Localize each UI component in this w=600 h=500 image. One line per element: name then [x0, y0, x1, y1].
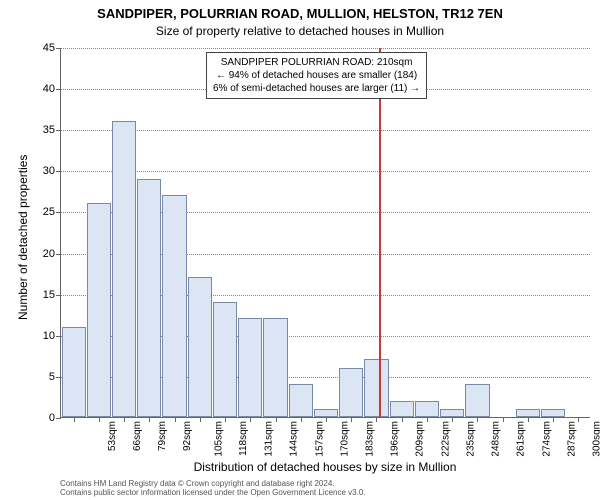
xtick-label: 170sqm [339, 421, 350, 457]
xtick-mark [74, 417, 75, 422]
histogram-bar [339, 368, 363, 417]
xtick-label: 248sqm [491, 421, 502, 457]
ytick-label: 25 [43, 206, 55, 218]
xtick-mark [402, 417, 403, 422]
xtick-mark [225, 417, 226, 422]
x-axis-label: Distribution of detached houses by size … [60, 460, 590, 474]
xtick-mark [553, 417, 554, 422]
xtick-mark [477, 417, 478, 422]
xtick-mark [200, 417, 201, 422]
ytick-mark [56, 48, 61, 49]
histogram-bar [390, 401, 414, 417]
xtick-mark [250, 417, 251, 422]
xtick-mark [351, 417, 352, 422]
ytick-label: 5 [49, 371, 55, 383]
ytick-label: 20 [43, 248, 55, 260]
histogram-bar [541, 409, 565, 417]
chart-title: SANDPIPER, POLURRIAN ROAD, MULLION, HELS… [0, 6, 600, 21]
xtick-label: 144sqm [289, 421, 300, 457]
footer-line2: Contains public sector information licen… [60, 488, 366, 498]
ytick-label: 10 [43, 330, 55, 342]
footer-line1: Contains HM Land Registry data © Crown c… [60, 479, 366, 489]
xtick-mark [578, 417, 579, 422]
ytick-mark [56, 89, 61, 90]
chart-container: SANDPIPER, POLURRIAN ROAD, MULLION, HELS… [0, 0, 600, 500]
ytick-label: 30 [43, 165, 55, 177]
annotation-line1: SANDPIPER POLURRIAN ROAD: 210sqm [213, 56, 420, 69]
histogram-bar [415, 401, 439, 417]
ytick-label: 35 [43, 124, 55, 136]
xtick-mark [175, 417, 176, 422]
xtick-label: 222sqm [440, 421, 451, 457]
xtick-label: 209sqm [415, 421, 426, 457]
xtick-label: 196sqm [390, 421, 401, 457]
xtick-label: 157sqm [314, 421, 325, 457]
ytick-mark [56, 130, 61, 131]
ytick-mark [56, 254, 61, 255]
ytick-mark [56, 418, 61, 419]
xtick-mark [301, 417, 302, 422]
ytick-label: 0 [49, 412, 55, 424]
ytick-mark [56, 171, 61, 172]
ytick-label: 15 [43, 289, 55, 301]
reference-line [379, 48, 381, 417]
xtick-mark [149, 417, 150, 422]
histogram-bar [62, 327, 86, 417]
histogram-bar [440, 409, 464, 417]
y-axis-label: Number of detached properties [16, 155, 30, 320]
histogram-bar [137, 179, 161, 417]
xtick-label: 66sqm [132, 421, 143, 451]
annotation-line2: ← 94% of detached houses are smaller (18… [213, 69, 420, 82]
xtick-label: 300sqm [592, 421, 600, 457]
histogram-bar [238, 318, 262, 417]
xtick-label: 53sqm [107, 421, 118, 451]
histogram-bar [162, 195, 186, 417]
xtick-label: 105sqm [213, 421, 224, 457]
histogram-bar [87, 203, 111, 417]
xtick-mark [376, 417, 377, 422]
histogram-bar [516, 409, 540, 417]
annotation-box: SANDPIPER POLURRIAN ROAD: 210sqm ← 94% o… [206, 52, 427, 99]
footer-attribution: Contains HM Land Registry data © Crown c… [60, 479, 366, 498]
xtick-mark [99, 417, 100, 422]
ytick-mark [56, 212, 61, 213]
xtick-label: 235sqm [466, 421, 477, 457]
xtick-mark [276, 417, 277, 422]
xtick-label: 92sqm [182, 421, 193, 451]
histogram-bar [364, 359, 388, 417]
plot-area: SANDPIPER POLURRIAN ROAD: 210sqm ← 94% o… [60, 48, 590, 418]
xtick-label: 79sqm [157, 421, 168, 451]
xtick-mark [452, 417, 453, 422]
ytick-label: 40 [43, 83, 55, 95]
xtick-mark [427, 417, 428, 422]
histogram-bar [465, 384, 489, 417]
xtick-label: 287sqm [566, 421, 577, 457]
xtick-mark [326, 417, 327, 422]
xtick-mark [503, 417, 504, 422]
xtick-mark [124, 417, 125, 422]
xtick-label: 274sqm [541, 421, 552, 457]
xtick-label: 183sqm [365, 421, 376, 457]
ytick-mark [56, 377, 61, 378]
xtick-label: 131sqm [264, 421, 275, 457]
annotation-line3: 6% of semi-detached houses are larger (1… [213, 82, 420, 95]
ytick-label: 45 [43, 42, 55, 54]
xtick-label: 261sqm [516, 421, 527, 457]
ytick-mark [56, 295, 61, 296]
chart-subtitle: Size of property relative to detached ho… [0, 24, 600, 38]
histogram-bar [112, 121, 136, 417]
histogram-bar [188, 277, 212, 417]
bars-group [61, 48, 590, 417]
histogram-bar [314, 409, 338, 417]
histogram-bar [289, 384, 313, 417]
histogram-bar [263, 318, 287, 417]
ytick-mark [56, 336, 61, 337]
histogram-bar [213, 302, 237, 417]
xtick-mark [528, 417, 529, 422]
xtick-label: 118sqm [238, 421, 249, 456]
